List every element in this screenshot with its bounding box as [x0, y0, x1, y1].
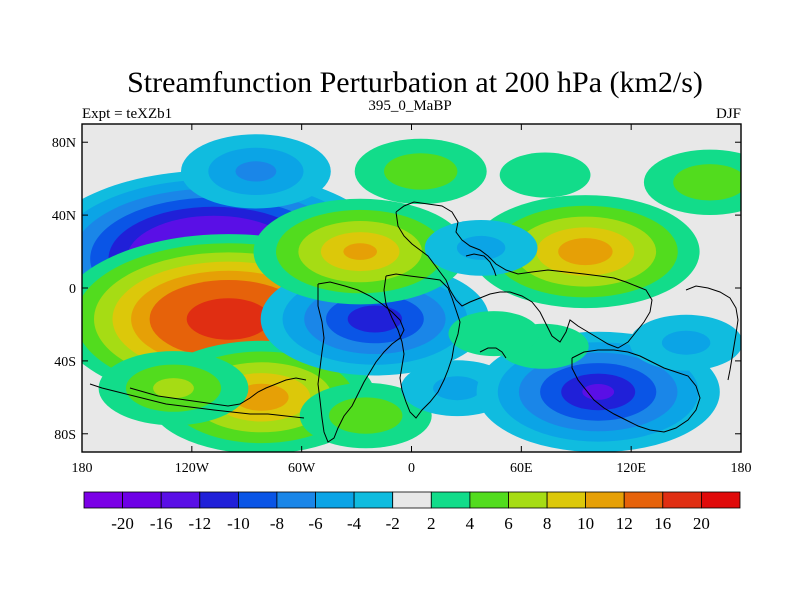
- africa-outline: [383, 273, 461, 419]
- contour-band: [343, 243, 378, 260]
- season-label: DJF: [716, 106, 741, 122]
- colorbar-swatch: [199, 491, 239, 509]
- contour-band: [448, 311, 540, 357]
- south-america-outline: [317, 281, 405, 443]
- eurasia-outline: [395, 201, 653, 349]
- x-tick-label: 60W: [288, 461, 316, 476]
- colorbar-label: 10: [577, 514, 594, 533]
- colorbar-swatch: [315, 491, 355, 509]
- colorbar-label: -6: [308, 514, 322, 533]
- colorbar-label: 6: [504, 514, 513, 533]
- contour-band: [329, 397, 403, 434]
- colorbar-swatch: [469, 491, 509, 509]
- contour-band: [384, 153, 458, 190]
- contour-band: [499, 152, 591, 198]
- north-america-outline: [129, 377, 307, 407]
- contour-band: [433, 376, 482, 401]
- colorbar-swatch: [160, 491, 201, 509]
- contour-band: [347, 305, 403, 333]
- y-tick-label: 40S: [54, 355, 76, 370]
- case-label: 395_0_MaBP: [368, 98, 451, 114]
- x-tick-label: 180: [731, 461, 752, 476]
- colorbar-swatch: [623, 491, 664, 509]
- colorbar-label: -4: [347, 514, 362, 533]
- colorbar-label: -2: [386, 514, 400, 533]
- colorbar-label: -16: [150, 514, 173, 533]
- x-axis: 180 120W 60W 0 60E 120E 180: [72, 124, 752, 476]
- colorbar-label: -8: [270, 514, 284, 533]
- contour-band: [153, 378, 194, 399]
- colorbar-label: 4: [466, 514, 475, 533]
- contour-band: [456, 235, 506, 260]
- colorbar-swatch: [508, 491, 548, 509]
- colorbar-swatch: [701, 491, 741, 509]
- colorbar-swatch: [585, 491, 625, 509]
- x-tick-label: 120E: [616, 461, 646, 476]
- colorbar-swatch: [546, 491, 587, 509]
- y-tick-label: 80N: [52, 136, 76, 151]
- chart-title: Streamfunction Perturbation at 200 hPa (…: [127, 66, 703, 99]
- colorbar-swatch: [83, 491, 123, 509]
- contour-band: [558, 238, 613, 266]
- colorbar-swatch: [276, 491, 316, 509]
- x-tick-label: 60E: [510, 461, 533, 476]
- colorbar-label: 20: [693, 514, 710, 533]
- colorbar-label: 2: [427, 514, 436, 533]
- y-tick-label: 40N: [52, 209, 76, 224]
- filled-contours: [82, 134, 741, 452]
- experiment-label: Expt = teXZb1: [82, 106, 172, 122]
- contour-band: [673, 164, 741, 201]
- colorbar-swatch: [237, 491, 278, 509]
- contour-band: [235, 161, 277, 182]
- colorbar-label: 16: [654, 514, 671, 533]
- colorbar-swatch: [662, 491, 702, 509]
- colorbar-swatch: [392, 491, 432, 509]
- contour-band: [186, 298, 271, 340]
- colorbar-swatch: [430, 491, 471, 509]
- colorbar-label: 12: [616, 514, 633, 533]
- greenland-outline: [685, 285, 739, 381]
- japan-outline: [465, 253, 497, 277]
- colorbar-swatch: [353, 491, 394, 509]
- contour-band: [661, 330, 711, 355]
- colorbar-label: -20: [111, 514, 134, 533]
- island-outline: [479, 347, 507, 359]
- colorbar: -20 -16 -12 -10 -8 -6 -4 -2 2 4 6 8 10 12 16 20: [83, 491, 741, 533]
- continent-outlines: [89, 201, 739, 443]
- y-tick-label: 80S: [54, 428, 76, 443]
- colorbar-label: -10: [227, 514, 250, 533]
- x-tick-label: 180: [72, 461, 93, 476]
- y-tick-label: 0: [69, 282, 76, 297]
- antarctica-outline: [89, 383, 305, 419]
- x-tick-label: 120W: [175, 461, 210, 476]
- plot-area: [81, 123, 742, 453]
- australia-outline: [571, 349, 701, 433]
- colorbar-label: -12: [188, 514, 211, 533]
- x-tick-label: 0: [408, 461, 415, 476]
- colorbar-swatch: [122, 491, 162, 509]
- y-axis: 80N 40N 0 40S 80S: [52, 136, 741, 443]
- colorbar-label: 8: [543, 514, 552, 533]
